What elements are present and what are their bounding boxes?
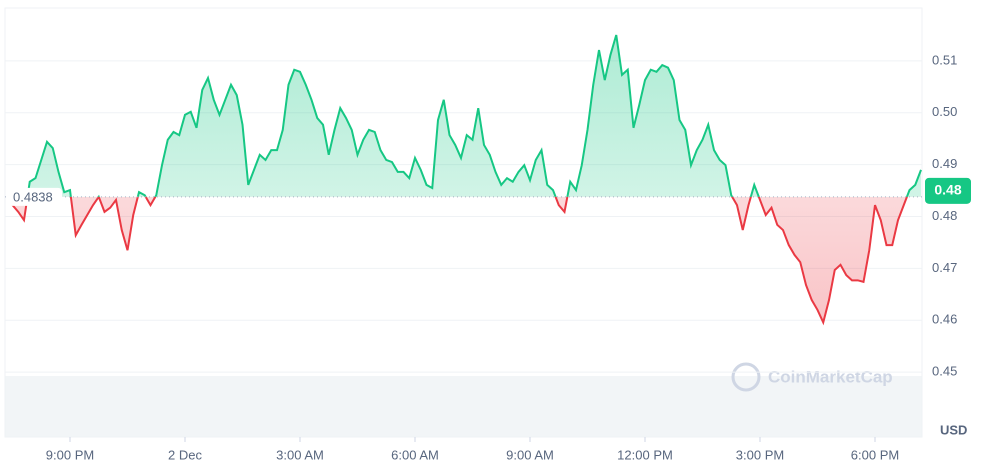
price-line-up — [26, 34, 922, 197]
price-line-down — [6, 196, 908, 326]
y-tick-label: 0.51 — [932, 52, 957, 67]
y-tick-label: 0.49 — [932, 156, 957, 171]
y-tick-label: 0.45 — [932, 364, 957, 379]
area-down — [6, 196, 907, 323]
baseline-box — [6, 187, 62, 206]
area-up — [6, 34, 921, 197]
watermark-text: CoinMarketCap — [768, 367, 893, 386]
price-badge — [925, 177, 971, 204]
x-tick-label: 3:00 PM — [736, 447, 784, 462]
x-tick-label: 3:00 AM — [276, 447, 324, 462]
x-tick-label: 9:00 PM — [46, 447, 94, 462]
x-tick-label: 6:00 PM — [851, 447, 899, 462]
x-tick-label: 6:00 AM — [391, 447, 439, 462]
y-tick-label: 0.47 — [932, 260, 957, 275]
x-tick-label: 9:00 AM — [506, 447, 554, 462]
volume-area — [5, 376, 922, 437]
unit-label: USD — [940, 422, 967, 437]
x-tick-label: 12:00 PM — [617, 447, 673, 462]
price-badge-label: 0.48 — [934, 182, 961, 198]
baseline-label: 0.4838 — [13, 189, 53, 204]
y-tick-label: 0.48 — [932, 208, 957, 223]
y-tick-label: 0.46 — [932, 312, 957, 327]
y-tick-label: 0.50 — [932, 104, 957, 119]
x-tick-label: 2 Dec — [168, 447, 202, 462]
